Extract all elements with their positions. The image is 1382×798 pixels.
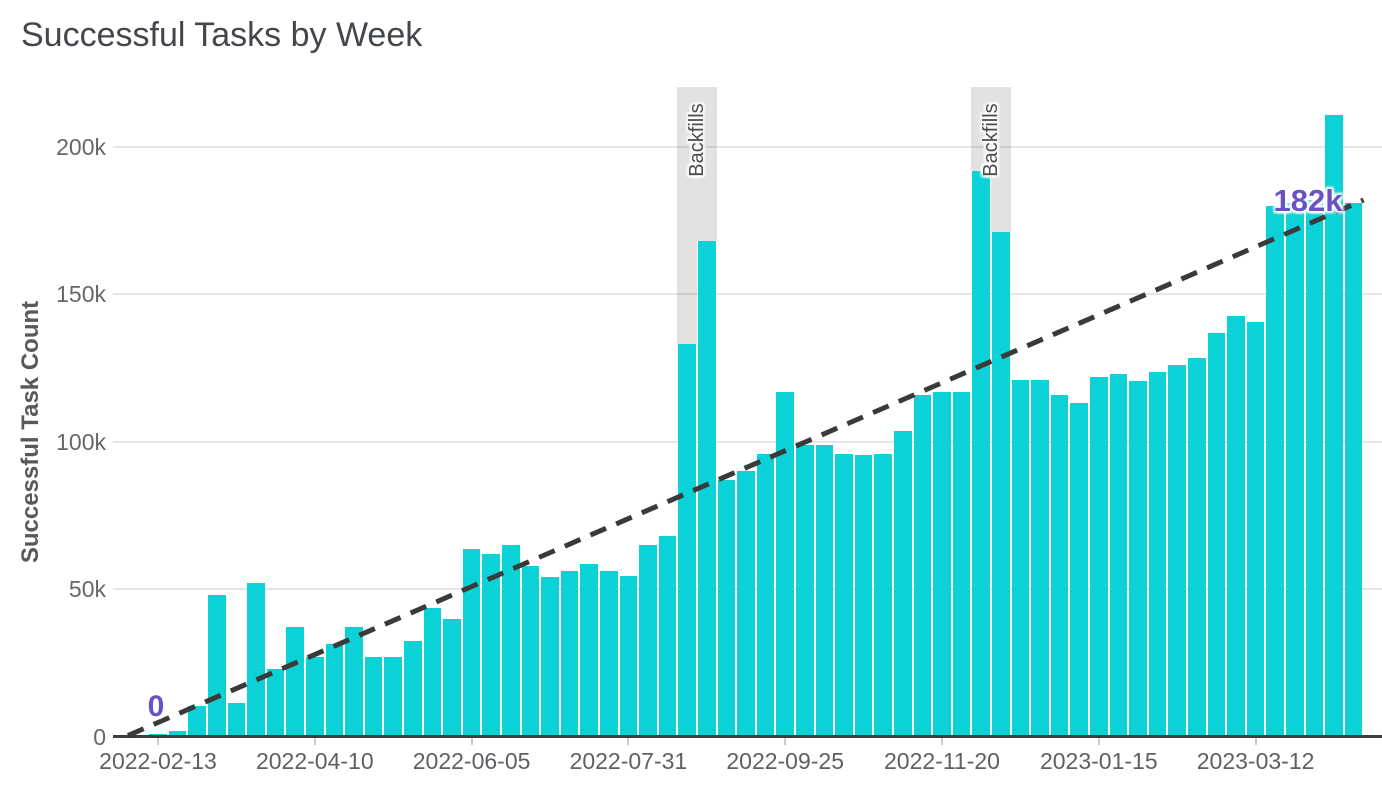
bar-2022-08-07 bbox=[639, 544, 657, 737]
bar-2023-02-12 bbox=[1168, 365, 1186, 737]
bar-2022-09-11 bbox=[737, 471, 755, 737]
gridline-150k bbox=[113, 293, 1382, 296]
y-tick-label-0: 0 bbox=[93, 723, 106, 750]
x-tick-mark-2022-07-31 bbox=[627, 738, 630, 745]
gridline-200k bbox=[113, 146, 1382, 148]
bar-2023-03-26 bbox=[1286, 203, 1304, 737]
bar-2022-08-21 bbox=[678, 344, 696, 737]
bar-2022-07-10 bbox=[560, 571, 579, 737]
bar-2023-04-02 bbox=[1305, 200, 1324, 737]
bar-2022-12-11 bbox=[992, 232, 1010, 737]
y-tick-label-200k: 200k bbox=[56, 134, 106, 160]
x-tick-label-2022-07-31: 2022-07-31 bbox=[569, 748, 688, 774]
bar-2022-07-24 bbox=[600, 571, 618, 737]
bar-2022-10-30 bbox=[874, 453, 892, 737]
bar-2022-07-17 bbox=[580, 564, 598, 737]
bar-2023-02-05 bbox=[1148, 372, 1167, 737]
bar-2022-11-06 bbox=[894, 431, 912, 737]
bar-2022-03-13 bbox=[227, 702, 246, 737]
bar-2022-06-12 bbox=[482, 553, 500, 737]
bar-2022-02-20 bbox=[168, 730, 187, 737]
trend-dashed-line bbox=[127, 197, 1365, 738]
bar-2022-09-18 bbox=[756, 453, 775, 737]
bar-2022-11-13 bbox=[913, 394, 932, 737]
backfill-band bbox=[991, 87, 1011, 233]
x-tick-label-2022-02-13: 2022-02-13 bbox=[99, 748, 217, 774]
bar-2023-03-12 bbox=[1246, 322, 1265, 737]
backfill-band bbox=[971, 87, 991, 171]
bar-2022-08-14 bbox=[658, 536, 677, 737]
x-tick-mark-2023-01-15 bbox=[1097, 738, 1100, 745]
bar-2022-09-04 bbox=[717, 480, 736, 737]
bar-2022-10-02 bbox=[796, 444, 814, 737]
bar-2023-01-29 bbox=[1129, 381, 1147, 737]
bar-2022-11-27 bbox=[952, 391, 971, 737]
trend-end-value: 182k bbox=[1273, 183, 1343, 218]
backfill-annotation-2: Backfills bbox=[980, 103, 1002, 177]
x-tick-mark-2022-09-25 bbox=[784, 738, 787, 745]
bar-2022-03-20 bbox=[247, 583, 265, 737]
bar-2023-01-01 bbox=[1050, 394, 1069, 737]
bar-2022-05-08 bbox=[384, 656, 402, 737]
bar-2022-12-25 bbox=[1031, 379, 1049, 737]
bar-2022-10-16 bbox=[835, 453, 853, 737]
x-tick-label-2022-06-05: 2022-06-05 bbox=[412, 748, 531, 774]
bar-2022-04-24 bbox=[345, 627, 363, 737]
bar-2022-08-28 bbox=[698, 241, 716, 737]
bar-2023-04-09 bbox=[1325, 114, 1343, 737]
x-tick-label-2023-03-12: 2023-03-12 bbox=[1196, 748, 1315, 774]
bar-2022-04-10 bbox=[306, 656, 324, 737]
bar-2022-06-05 bbox=[462, 549, 481, 737]
backfill-band bbox=[697, 87, 717, 242]
y-tick-label-150k: 150k bbox=[56, 281, 106, 308]
bar-2022-07-31 bbox=[619, 575, 638, 737]
bar-2023-01-08 bbox=[1070, 403, 1088, 737]
bar-2022-09-25 bbox=[776, 391, 794, 737]
x-axis-line bbox=[113, 735, 1382, 738]
bar-2023-01-22 bbox=[1109, 373, 1128, 737]
bar-2022-06-26 bbox=[521, 565, 540, 737]
bar-2023-01-15 bbox=[1090, 376, 1108, 737]
bar-2023-03-05 bbox=[1227, 316, 1245, 737]
x-tick-mark-2022-04-10 bbox=[313, 738, 316, 745]
bar-2022-12-04 bbox=[972, 170, 990, 737]
bar-2022-02-27 bbox=[188, 705, 206, 737]
bar-2023-02-19 bbox=[1188, 357, 1206, 737]
bar-2023-02-26 bbox=[1207, 332, 1226, 737]
chart-title: Successful Tasks by Week bbox=[21, 16, 423, 54]
bar-2023-04-16 bbox=[1344, 203, 1363, 737]
backfill-annotation-1: Backfills bbox=[686, 103, 708, 177]
y-tick-label-100k: 100k bbox=[56, 428, 106, 455]
y-tick-label-50k: 50k bbox=[68, 576, 106, 603]
bar-2022-05-22 bbox=[423, 608, 442, 737]
x-tick-label-2022-11-20: 2022-11-20 bbox=[884, 748, 1000, 774]
bar-2022-11-20 bbox=[933, 391, 951, 737]
backfill-band bbox=[677, 87, 697, 345]
bar-2022-12-18 bbox=[1011, 379, 1030, 737]
x-tick-label-2023-01-15: 2023-01-15 bbox=[1039, 748, 1158, 774]
bar-2023-03-19 bbox=[1266, 205, 1284, 737]
gridline-100k bbox=[113, 440, 1382, 443]
bar-2022-05-01 bbox=[364, 656, 383, 737]
bar-2022-05-29 bbox=[443, 618, 461, 737]
x-tick-mark-2023-03-12 bbox=[1254, 738, 1257, 745]
bar-2022-07-03 bbox=[541, 577, 559, 737]
x-tick-mark-2022-11-20 bbox=[941, 738, 943, 745]
bar-2022-06-19 bbox=[502, 544, 520, 737]
x-tick-label-2022-04-10: 2022-04-10 bbox=[255, 748, 374, 774]
bar-2022-10-09 bbox=[815, 444, 834, 737]
trend-start-value: 0 bbox=[147, 690, 165, 723]
bar-2022-04-17 bbox=[325, 643, 344, 737]
bar-2022-05-15 bbox=[404, 640, 422, 737]
bar-2022-10-23 bbox=[854, 455, 873, 737]
bar-2022-04-03 bbox=[286, 627, 304, 737]
x-tick-label-2022-09-25: 2022-09-25 bbox=[726, 748, 845, 774]
x-tick-mark-2022-02-13 bbox=[157, 738, 159, 745]
x-tick-mark-2022-06-05 bbox=[470, 738, 473, 745]
bar-2022-03-27 bbox=[266, 668, 285, 737]
